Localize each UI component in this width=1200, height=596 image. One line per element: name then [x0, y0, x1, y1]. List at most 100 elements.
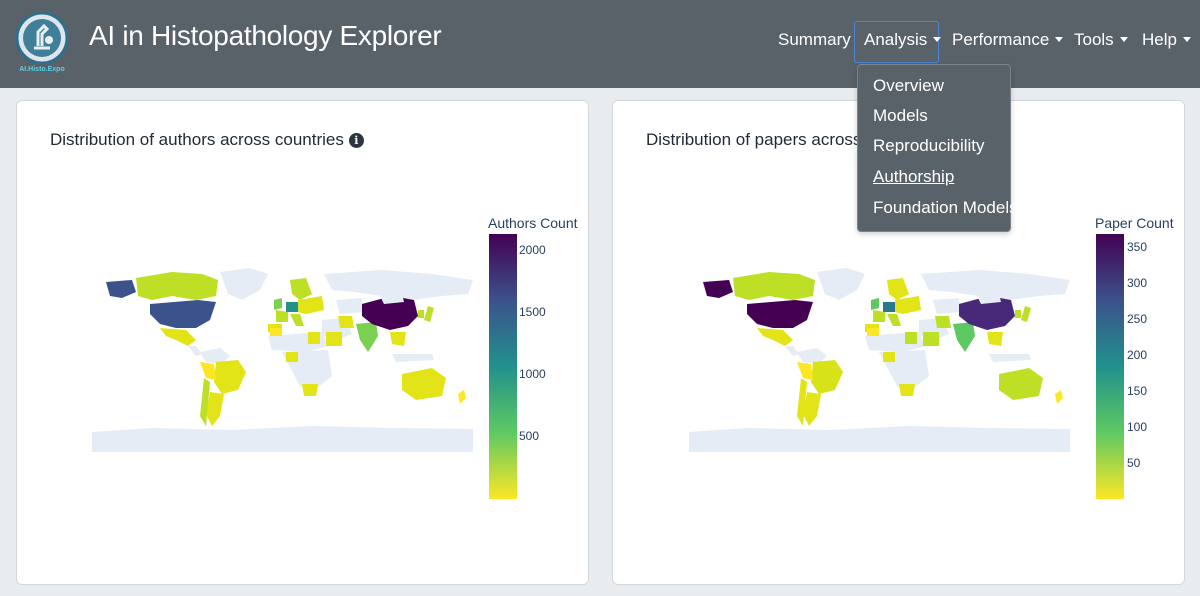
menu-item-reproducibility[interactable]: Reproducibility [873, 136, 985, 155]
caret-down-icon [1182, 37, 1191, 42]
papers-colorbar-tick: 200 [1127, 348, 1148, 362]
nav-summary[interactable]: Summary [778, 30, 851, 50]
authors-map-title: Distribution of authors across countries… [50, 130, 364, 150]
menu-item-models[interactable]: Models [873, 106, 928, 125]
papers-colorbar-tick: 100 [1127, 420, 1148, 434]
country-antarctica [92, 426, 473, 452]
papers-map-title: Distribution of papers across co [646, 130, 885, 149]
authors-colorbar-tick: 500 [519, 429, 540, 443]
country-kazakhstan [933, 298, 961, 314]
country-saudi [923, 332, 939, 346]
country-peru [797, 362, 813, 380]
country-indonesia [989, 354, 1031, 362]
country-italy [887, 314, 901, 326]
papers-choropleth-map[interactable] [689, 266, 1070, 452]
country-saudi [326, 332, 342, 346]
country-germany [883, 302, 895, 312]
country-east-europe [895, 296, 921, 314]
country-chile [797, 378, 807, 426]
country-canada [733, 272, 815, 300]
country-china [959, 296, 1015, 330]
caret-down-icon [1119, 37, 1128, 42]
country-mexico [160, 328, 196, 346]
nav-tools[interactable]: Tools [1074, 30, 1128, 50]
caret-down-icon [933, 37, 942, 42]
app-title[interactable]: AI in Histopathology Explorer [89, 20, 442, 51]
country-canada [136, 272, 218, 300]
country-egypt [308, 332, 320, 344]
nav-analysis[interactable]: Analysis [864, 30, 942, 50]
country-nigeria [286, 352, 298, 362]
country-east-europe [298, 296, 324, 314]
nav-performance-label: Performance [952, 30, 1050, 49]
country-russia [324, 270, 473, 300]
country-alaska [703, 280, 733, 298]
country-alaska [106, 280, 136, 298]
country-russia [921, 270, 1070, 300]
papers-colorbar-title: Paper Count [1095, 215, 1174, 231]
logo[interactable]: AI.Histo.Expo [14, 10, 70, 74]
country-morocco [270, 328, 282, 336]
country-japan [1021, 306, 1031, 322]
papers-colorbar-tick: 150 [1127, 384, 1148, 398]
authors-colorbar-tick: 2000 [519, 243, 546, 257]
nav-active-outline [854, 21, 939, 63]
authors-choropleth-map[interactable] [92, 266, 473, 452]
country-colombia-venezuela [797, 348, 827, 364]
papers-colorbar-tick: 250 [1127, 312, 1148, 326]
country-uk [274, 298, 282, 310]
country-iran [935, 316, 951, 328]
country-greenland [220, 268, 268, 300]
country-argentina [803, 392, 821, 426]
country-south-africa [899, 384, 915, 396]
country-australia [999, 368, 1043, 400]
papers-colorbar-tick: 50 [1127, 456, 1141, 470]
country-usa [747, 300, 813, 328]
country-new-zealand [1055, 390, 1063, 404]
country-southeast-asia [987, 332, 1003, 346]
country-india [953, 322, 975, 352]
country-france [873, 310, 885, 322]
country-iran [338, 316, 354, 328]
nav-analysis-label: Analysis [864, 30, 928, 49]
nav-help[interactable]: Help [1142, 30, 1191, 50]
country-morocco [867, 328, 879, 336]
country-new-zealand [458, 390, 466, 404]
menu-item-foundation-models[interactable]: Foundation Models [873, 198, 1018, 217]
country-italy [290, 314, 304, 326]
nav-performance[interactable]: Performance [952, 30, 1064, 50]
country-brazil [811, 360, 843, 394]
country-china [362, 296, 418, 330]
country-argentina [206, 392, 224, 426]
country-usa [150, 300, 216, 328]
country-central-america [188, 346, 202, 356]
country-colombia-venezuela [200, 348, 230, 364]
country-south-africa [302, 384, 318, 396]
menu-item-authorship[interactable]: Authorship [873, 167, 955, 186]
caret-down-icon [1055, 37, 1064, 42]
papers-colorbar [1096, 234, 1124, 499]
nav-summary-label: Summary [778, 30, 851, 49]
country-mexico [757, 328, 793, 346]
country-india [356, 322, 378, 352]
country-korea [1015, 310, 1021, 318]
nav-tools-label: Tools [1074, 30, 1114, 49]
country-france [276, 310, 288, 322]
country-southeast-asia [390, 332, 406, 346]
menu-item-overview[interactable]: Overview [873, 76, 944, 95]
svg-text:AI.Histo.Expo: AI.Histo.Expo [19, 66, 65, 73]
country-mongolia [380, 294, 404, 304]
country-scandinavia [290, 278, 312, 300]
country-germany [286, 302, 298, 312]
country-korea [418, 310, 424, 318]
papers-colorbar-tick: 350 [1127, 240, 1148, 254]
country-mongolia [977, 294, 1001, 304]
authors-colorbar-tick: 1000 [519, 367, 546, 381]
country-australia [402, 368, 446, 400]
country-chile [200, 378, 210, 426]
country-uk [871, 298, 879, 310]
country-central-america [785, 346, 799, 356]
authors-map-title-text: Distribution of authors across countries [50, 130, 344, 149]
country-scandinavia [887, 278, 909, 300]
info-circle-icon[interactable]: i [348, 133, 364, 148]
